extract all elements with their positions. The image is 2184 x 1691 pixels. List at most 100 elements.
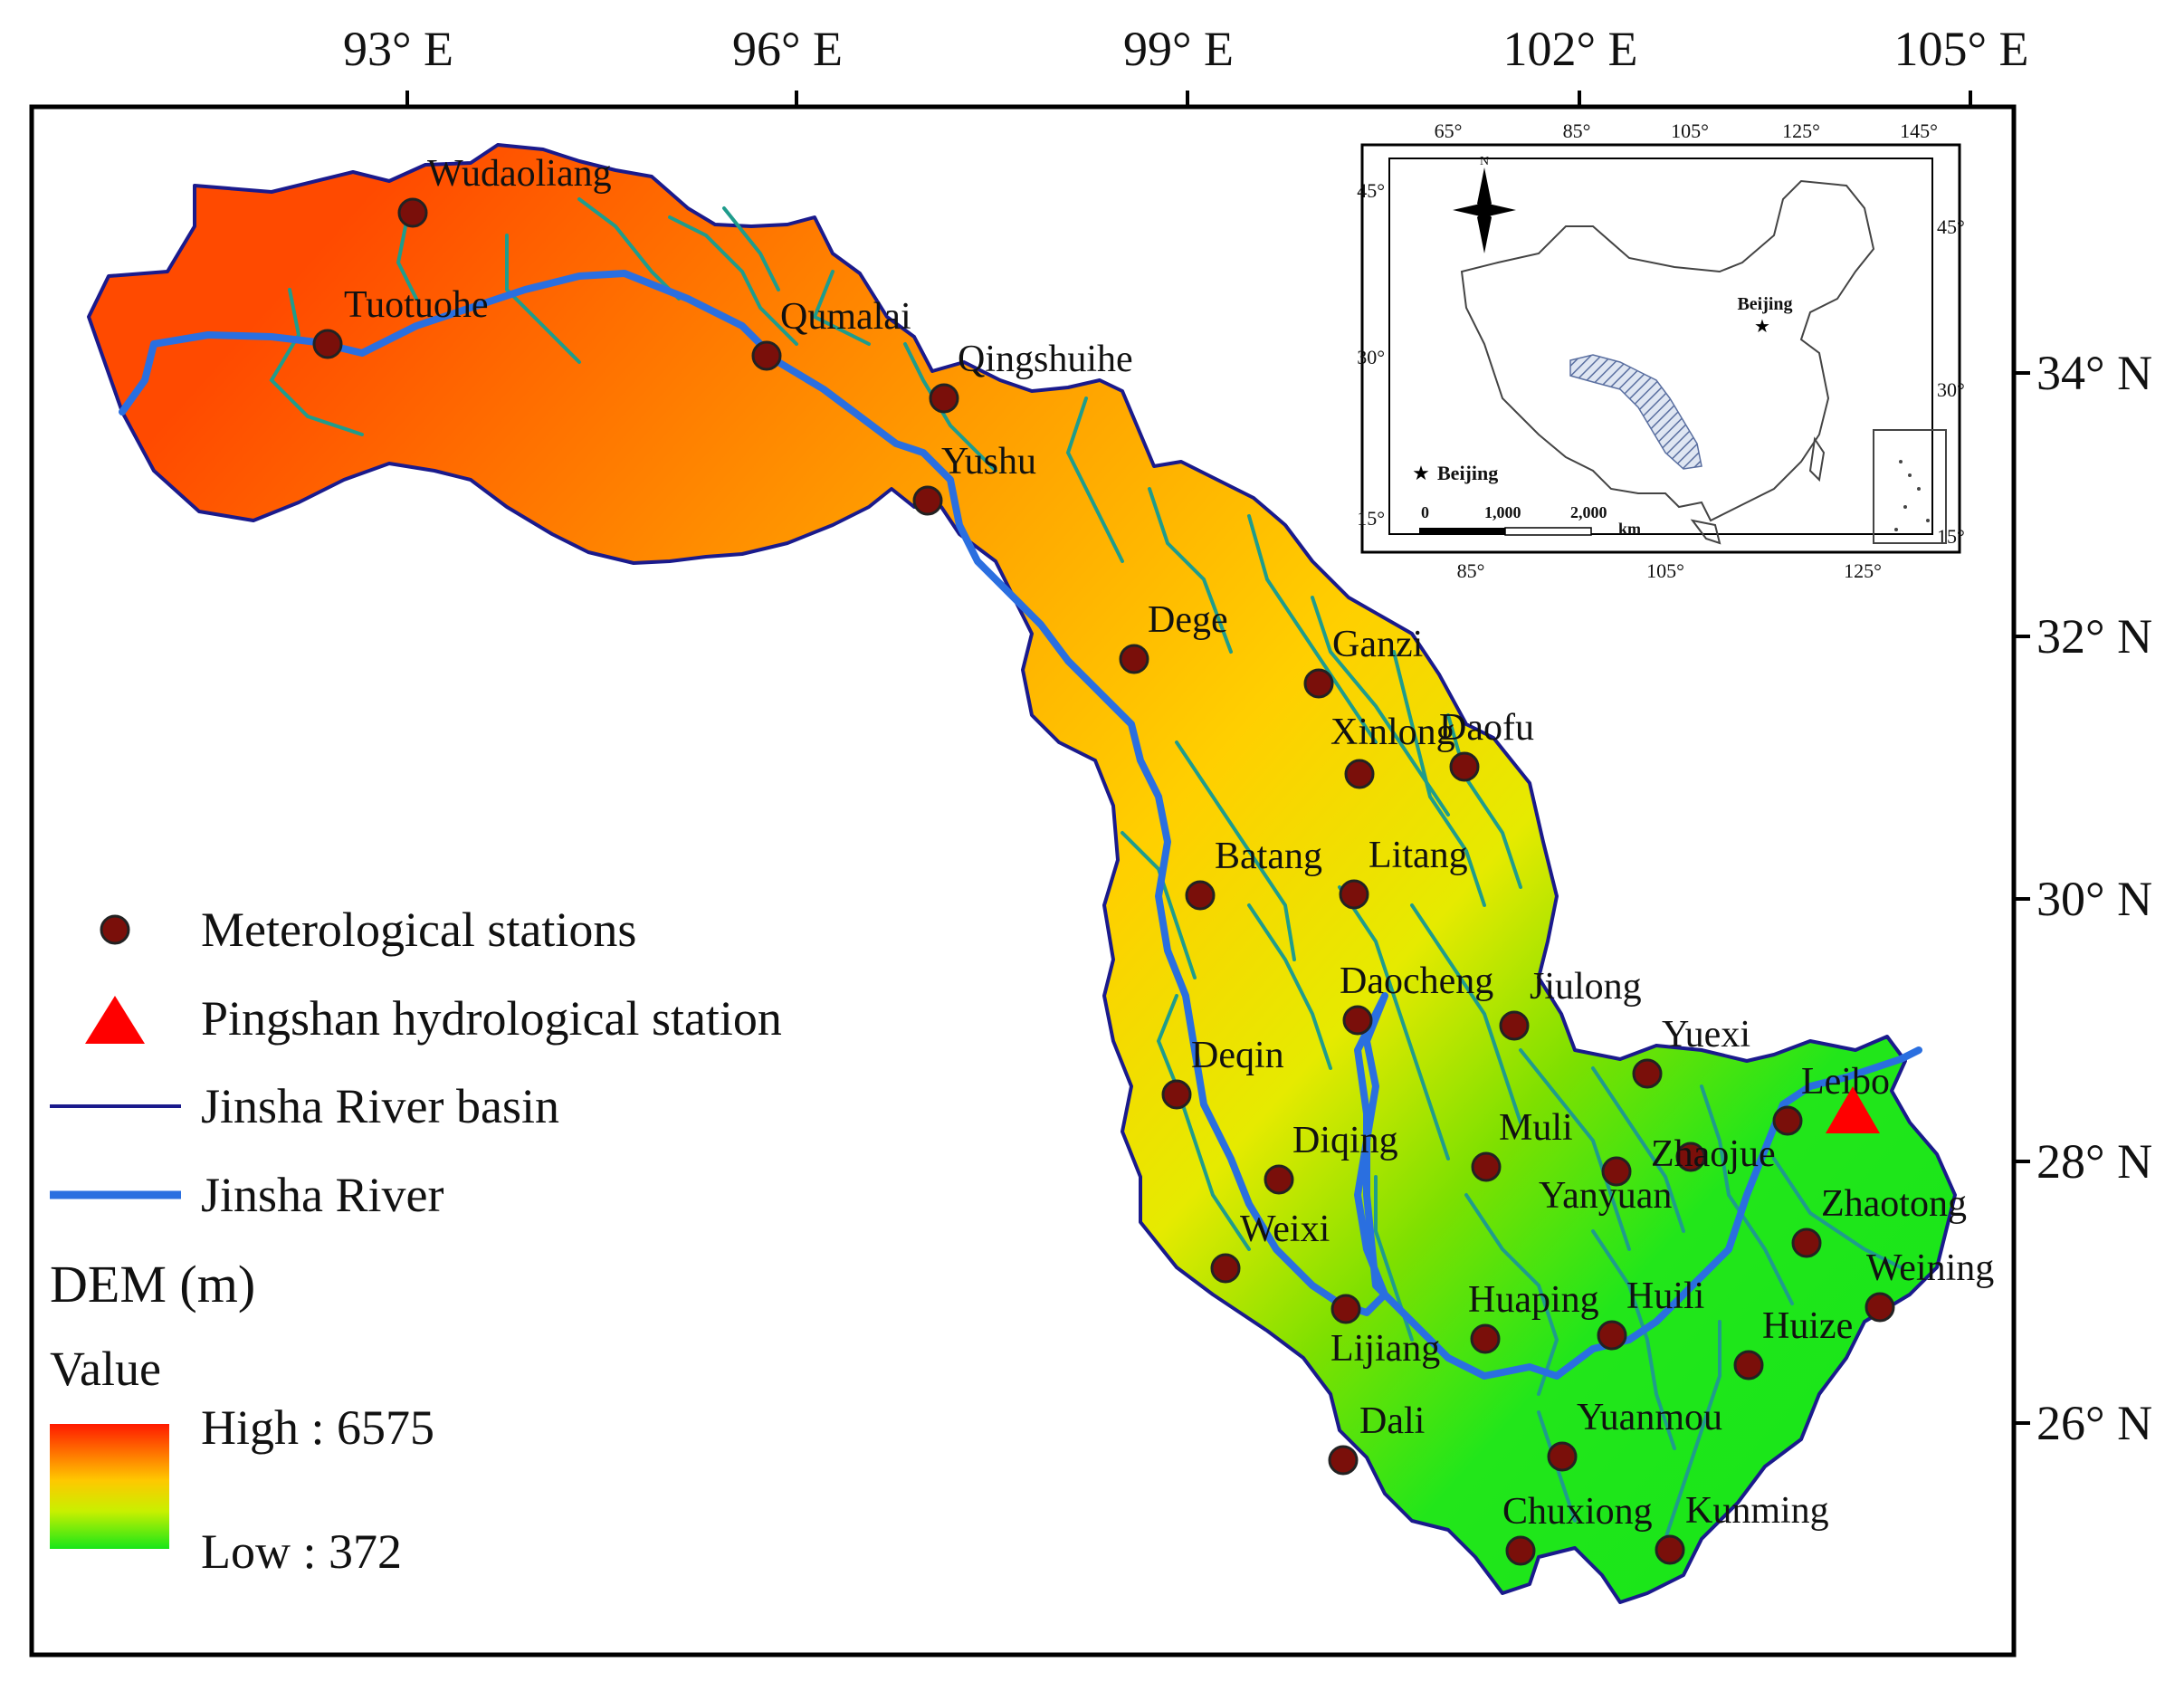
station-marker-huize	[1733, 1350, 1764, 1381]
tick-label-32n: 32° N	[2036, 609, 2152, 664]
station-label-jiulong: Jiulong	[1530, 966, 1642, 1008]
legend-dem-title: DEM (m)	[50, 1255, 255, 1314]
inset-left-ticks: 45° 30° 15°	[1357, 179, 1385, 530]
station-label-lijiang: Lijiang	[1330, 1328, 1440, 1370]
top-axis-labels: 93° E 96° E 99° E 102° E 105° E	[343, 22, 2029, 76]
station-marker-diqing	[1264, 1164, 1294, 1195]
jinsha-basin-area	[87, 143, 1957, 1604]
station-marker-weixi	[1210, 1253, 1241, 1284]
station-marker-muli	[1471, 1151, 1502, 1182]
station-label-batang: Batang	[1215, 836, 1322, 877]
station-label-xinlong: Xinlong	[1330, 712, 1455, 753]
station-label-yuexi: Yuexi	[1662, 1014, 1750, 1056]
north-label: N	[1480, 155, 1489, 168]
station-marker-daocheng	[1342, 1005, 1373, 1036]
legend-pingshan-symbol	[85, 996, 145, 1044]
tick-label-30n: 30° N	[2036, 872, 2152, 926]
legend-pingshan-label: Pingshan hydrological station	[201, 991, 782, 1046]
station-marker-ganzi	[1303, 668, 1334, 699]
inset-basin-hatch	[1569, 354, 1702, 470]
tick-label-28n: 28° N	[2036, 1134, 2152, 1189]
star-icon: ★	[1754, 317, 1770, 337]
south-china-sea-box	[1873, 429, 1947, 544]
legend-station-symbol	[100, 914, 130, 945]
station-marker-tuotuohe	[312, 329, 343, 359]
station-label-weixi: Weixi	[1240, 1209, 1330, 1250]
station-marker-huili	[1597, 1320, 1627, 1351]
legend: Meterological stations Pingshan hydrolog…	[50, 903, 782, 1579]
pingshan-station-marker	[1826, 1086, 1880, 1133]
station-label-muli: Muli	[1499, 1107, 1573, 1149]
station-marker-chuxiong	[1505, 1535, 1536, 1566]
inset-capital-legend: ★ Beijing	[1412, 462, 1498, 484]
station-marker-yushu	[912, 485, 943, 516]
inset-tick-125: 125°	[1782, 119, 1820, 142]
station-marker-jiulong	[1499, 1010, 1530, 1041]
legend-met-label: Meterological stations	[201, 903, 636, 957]
station-marker-dege	[1119, 644, 1149, 674]
station-marker-qingshuihe	[929, 383, 959, 414]
south-china-sea-islands	[1894, 460, 1930, 531]
station-marker-kunming	[1655, 1534, 1685, 1565]
station-marker-zhaojue	[1675, 1142, 1706, 1172]
station-label-zhaojue: Zhaojue	[1651, 1133, 1776, 1175]
station-marker-huaping	[1470, 1323, 1501, 1354]
station-label-weining: Weining	[1866, 1247, 1994, 1289]
station-label-huili: Huili	[1626, 1275, 1704, 1317]
station-label-yushu: Yushu	[941, 441, 1036, 482]
legend-value-label: Value	[50, 1342, 161, 1396]
station-label-dege: Dege	[1148, 599, 1228, 641]
inset-tick-85: 85°	[1563, 119, 1591, 142]
tick-label-96e: 96° E	[732, 22, 843, 76]
station-label-chuxiong: Chuxiong	[1502, 1491, 1653, 1533]
top-graticule-ticks	[405, 91, 1972, 107]
station-label-qumalai: Qumalai	[780, 296, 911, 338]
map-frame	[29, 104, 2017, 1658]
legend-beijing-label: Beijing	[1437, 462, 1498, 484]
station-marker-leibo	[1772, 1105, 1803, 1136]
tick-label-93e: 93° E	[343, 22, 453, 76]
inset-inner-frame	[1388, 158, 1933, 535]
station-marker-weining	[1865, 1292, 1895, 1323]
right-axis-labels: 34° N 32° N 30° N 28° N 26° N	[2036, 346, 2152, 1450]
tick-label-34n: 34° N	[2036, 346, 2152, 400]
meteorological-stations: Wudaoliang Tuotuohe Qumalai Qingshuihe Yushu…	[312, 153, 1994, 1566]
station-marker-litang	[1339, 879, 1369, 910]
station-label-dali: Dali	[1359, 1400, 1425, 1442]
legend-high-label: High : 6575	[201, 1400, 434, 1455]
station-label-huaping: Huaping	[1468, 1279, 1599, 1321]
inset-tick-r30: 30°	[1937, 378, 1965, 401]
inset-frame	[1360, 143, 1961, 554]
inset-scale-bar: 0 1,000 2,000 km	[1419, 503, 1641, 538]
scale-0: 0	[1421, 503, 1429, 521]
beijing-marker: ★ Beijing	[1737, 294, 1792, 337]
station-label-yanyuan: Yanyuan	[1539, 1175, 1672, 1217]
station-marker-yuanmou	[1547, 1441, 1578, 1472]
legend-dem-colorbar	[50, 1424, 169, 1549]
tick-label-102e: 102° E	[1502, 22, 1637, 76]
station-marker-qumalai	[751, 340, 782, 371]
hainan-outline	[1690, 519, 1721, 545]
station-marker-zhaotong	[1791, 1228, 1822, 1258]
scale-2000: 2,000	[1570, 503, 1607, 521]
inset-tick-r15: 15°	[1937, 525, 1965, 548]
inset-tick-145: 145°	[1900, 119, 1938, 142]
legend-basin-label: Jinsha River basin	[201, 1079, 559, 1133]
station-marker-yanyuan	[1601, 1156, 1632, 1187]
inset-bottom-ticks: 85° 105° 125°	[1457, 559, 1882, 582]
taiwan-outline	[1808, 436, 1826, 482]
inset-tick-65: 65°	[1435, 119, 1463, 142]
station-marker-wudaoliang	[397, 197, 428, 228]
station-label-diqing: Diqing	[1292, 1120, 1398, 1161]
tick-label-26n: 26° N	[2036, 1396, 2152, 1450]
station-label-kunming: Kunming	[1685, 1490, 1829, 1532]
inset-tick-l15: 15°	[1357, 507, 1385, 530]
station-label-leibo: Leibo	[1801, 1061, 1890, 1103]
inset-tick-l45: 45°	[1357, 179, 1385, 202]
station-marker-lijiang	[1330, 1294, 1361, 1324]
station-marker-dali	[1328, 1445, 1359, 1476]
station-marker-batang	[1185, 880, 1216, 911]
scale-unit: km	[1618, 520, 1641, 538]
station-label-daocheng: Daocheng	[1340, 960, 1493, 1002]
station-label-litang: Litang	[1369, 835, 1468, 876]
